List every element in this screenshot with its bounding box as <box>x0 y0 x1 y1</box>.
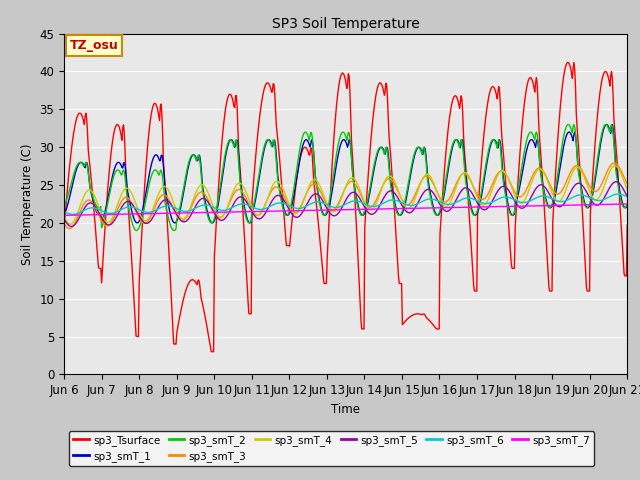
sp3_smT_6 <box>186 208 194 214</box>
sp3_smT_3 <box>129 202 137 208</box>
sp3_smT_5 <box>216 217 224 223</box>
sp3_smT_7 <box>70 212 78 218</box>
sp3_smT_2 <box>216 186 224 192</box>
sp3_smT_2 <box>170 228 177 233</box>
sp3_Tsurface <box>60 227 68 233</box>
sp3_smT_5 <box>431 193 439 199</box>
sp3_smT_4 <box>431 184 439 190</box>
Legend: sp3_Tsurface, sp3_smT_1, sp3_smT_2, sp3_smT_3, sp3_smT_4, sp3_smT_5, sp3_smT_6, : sp3_Tsurface, sp3_smT_1, sp3_smT_2, sp3_… <box>69 431 594 466</box>
sp3_smT_7 <box>186 210 193 216</box>
sp3_Tsurface <box>128 265 136 271</box>
sp3_smT_7 <box>431 205 438 211</box>
sp3_smT_4 <box>60 213 68 219</box>
sp3_smT_3 <box>415 183 422 189</box>
sp3_smT_4 <box>216 214 224 220</box>
sp3_smT_2 <box>415 144 422 150</box>
sp3_smT_3 <box>60 220 68 226</box>
sp3_smT_1 <box>431 210 439 216</box>
sp3_smT_2 <box>570 121 578 127</box>
X-axis label: Time: Time <box>331 403 360 416</box>
sp3_Tsurface <box>570 60 578 65</box>
sp3_smT_7 <box>128 211 136 217</box>
sp3_smT_5 <box>623 193 631 199</box>
sp3_smT_2 <box>128 220 136 226</box>
sp3_smT_7 <box>60 213 68 218</box>
sp3_smT_2 <box>70 170 78 176</box>
sp3_smT_1 <box>603 121 611 127</box>
sp3_smT_6 <box>216 207 224 213</box>
sp3_smT_3 <box>623 181 631 187</box>
sp3_smT_4 <box>415 185 422 191</box>
sp3_Tsurface <box>431 324 439 330</box>
sp3_smT_6 <box>70 212 77 217</box>
sp3_Tsurface <box>70 127 78 132</box>
sp3_Tsurface <box>623 222 631 228</box>
sp3_smT_3 <box>71 220 79 226</box>
sp3_smT_4 <box>71 216 79 222</box>
sp3_smT_3 <box>216 215 224 221</box>
sp3_smT_5 <box>60 216 68 222</box>
sp3_smT_3 <box>66 226 74 231</box>
sp3_smT_6 <box>60 209 68 215</box>
sp3_smT_1 <box>246 220 253 226</box>
sp3_smT_7 <box>414 205 422 211</box>
Line: sp3_smT_7: sp3_smT_7 <box>64 204 627 216</box>
Line: sp3_smT_2: sp3_smT_2 <box>64 124 627 230</box>
sp3_smT_4 <box>186 205 194 211</box>
sp3_smT_2 <box>623 201 631 207</box>
sp3_smT_6 <box>614 191 621 197</box>
sp3_smT_1 <box>70 175 78 180</box>
sp3_smT_5 <box>71 222 79 228</box>
Text: TZ_osu: TZ_osu <box>70 39 118 52</box>
sp3_smT_4 <box>129 193 137 199</box>
sp3_smT_6 <box>71 211 79 217</box>
sp3_Tsurface <box>210 349 218 355</box>
sp3_smT_5 <box>186 214 194 219</box>
sp3_smT_5 <box>129 202 137 208</box>
Line: sp3_smT_5: sp3_smT_5 <box>64 182 627 227</box>
sp3_smT_7 <box>623 201 631 207</box>
sp3_smT_6 <box>431 197 439 203</box>
sp3_smT_5 <box>67 224 75 229</box>
sp3_smT_3 <box>186 207 194 213</box>
sp3_smT_6 <box>415 200 422 206</box>
sp3_smT_1 <box>415 144 422 150</box>
sp3_smT_6 <box>623 194 631 200</box>
sp3_smT_3 <box>610 160 618 166</box>
sp3_smT_4 <box>611 163 618 168</box>
sp3_Tsurface <box>186 279 193 285</box>
Y-axis label: Soil Temperature (C): Soil Temperature (C) <box>21 143 34 265</box>
Line: sp3_smT_3: sp3_smT_3 <box>64 163 627 228</box>
sp3_smT_1 <box>215 196 223 202</box>
sp3_smT_7 <box>215 209 223 215</box>
sp3_smT_1 <box>623 203 631 209</box>
sp3_smT_2 <box>60 203 68 208</box>
sp3_smT_1 <box>186 160 193 166</box>
sp3_smT_2 <box>431 211 439 217</box>
sp3_smT_2 <box>186 155 194 161</box>
sp3_smT_5 <box>612 179 620 185</box>
sp3_smT_1 <box>60 211 68 217</box>
sp3_smT_6 <box>129 204 137 210</box>
Line: sp3_smT_4: sp3_smT_4 <box>64 166 627 224</box>
Title: SP3 Soil Temperature: SP3 Soil Temperature <box>272 17 419 31</box>
Line: sp3_Tsurface: sp3_Tsurface <box>64 62 627 352</box>
sp3_Tsurface <box>415 311 422 317</box>
sp3_smT_5 <box>415 198 422 204</box>
sp3_smT_1 <box>128 210 136 216</box>
sp3_Tsurface <box>216 165 224 170</box>
sp3_smT_4 <box>67 221 74 227</box>
sp3_smT_4 <box>623 187 631 192</box>
Line: sp3_smT_1: sp3_smT_1 <box>64 124 627 223</box>
sp3_smT_3 <box>431 185 439 191</box>
Line: sp3_smT_6: sp3_smT_6 <box>64 194 627 215</box>
